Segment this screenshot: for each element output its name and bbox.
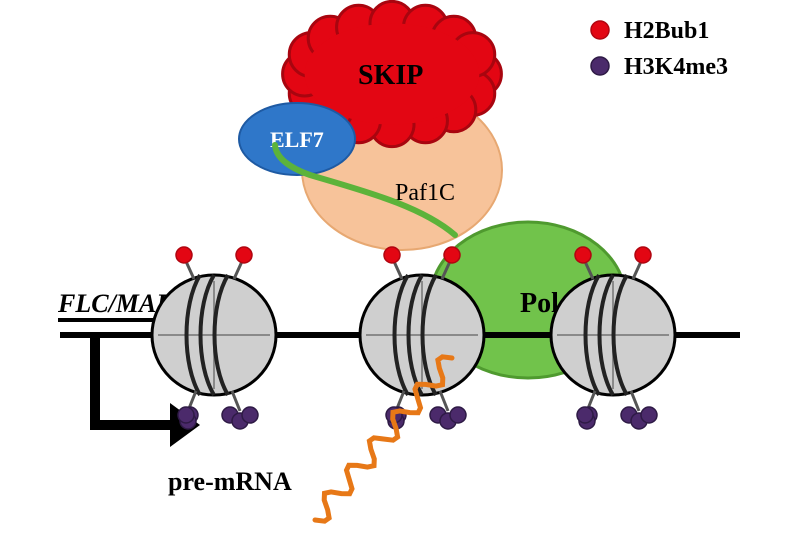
paf1c-label: Paf1C [395, 180, 455, 206]
h2bub1-mark [384, 247, 400, 263]
h2bub1-mark [575, 247, 591, 263]
legend-label: H3K4me3 [624, 54, 728, 80]
pre-mrna-label: pre-mRNA [168, 467, 292, 496]
h3k4me3-mark [178, 407, 194, 423]
h3k4me3-mark [450, 407, 466, 423]
h2bub1-mark [444, 247, 460, 263]
h2bub1-mark [635, 247, 651, 263]
elf7-protein: ELF7 [239, 103, 355, 175]
h2bub1-mark [236, 247, 252, 263]
h3k4me3-mark [641, 407, 657, 423]
h3k4me3-mark [242, 407, 258, 423]
h2bub1-mark [176, 247, 192, 263]
legend-dot [591, 21, 609, 39]
legend-dot [591, 57, 609, 75]
legend-label: H2Bub1 [624, 18, 709, 44]
skip-label: SKIP [358, 60, 423, 91]
h3k4me3-mark [577, 407, 593, 423]
